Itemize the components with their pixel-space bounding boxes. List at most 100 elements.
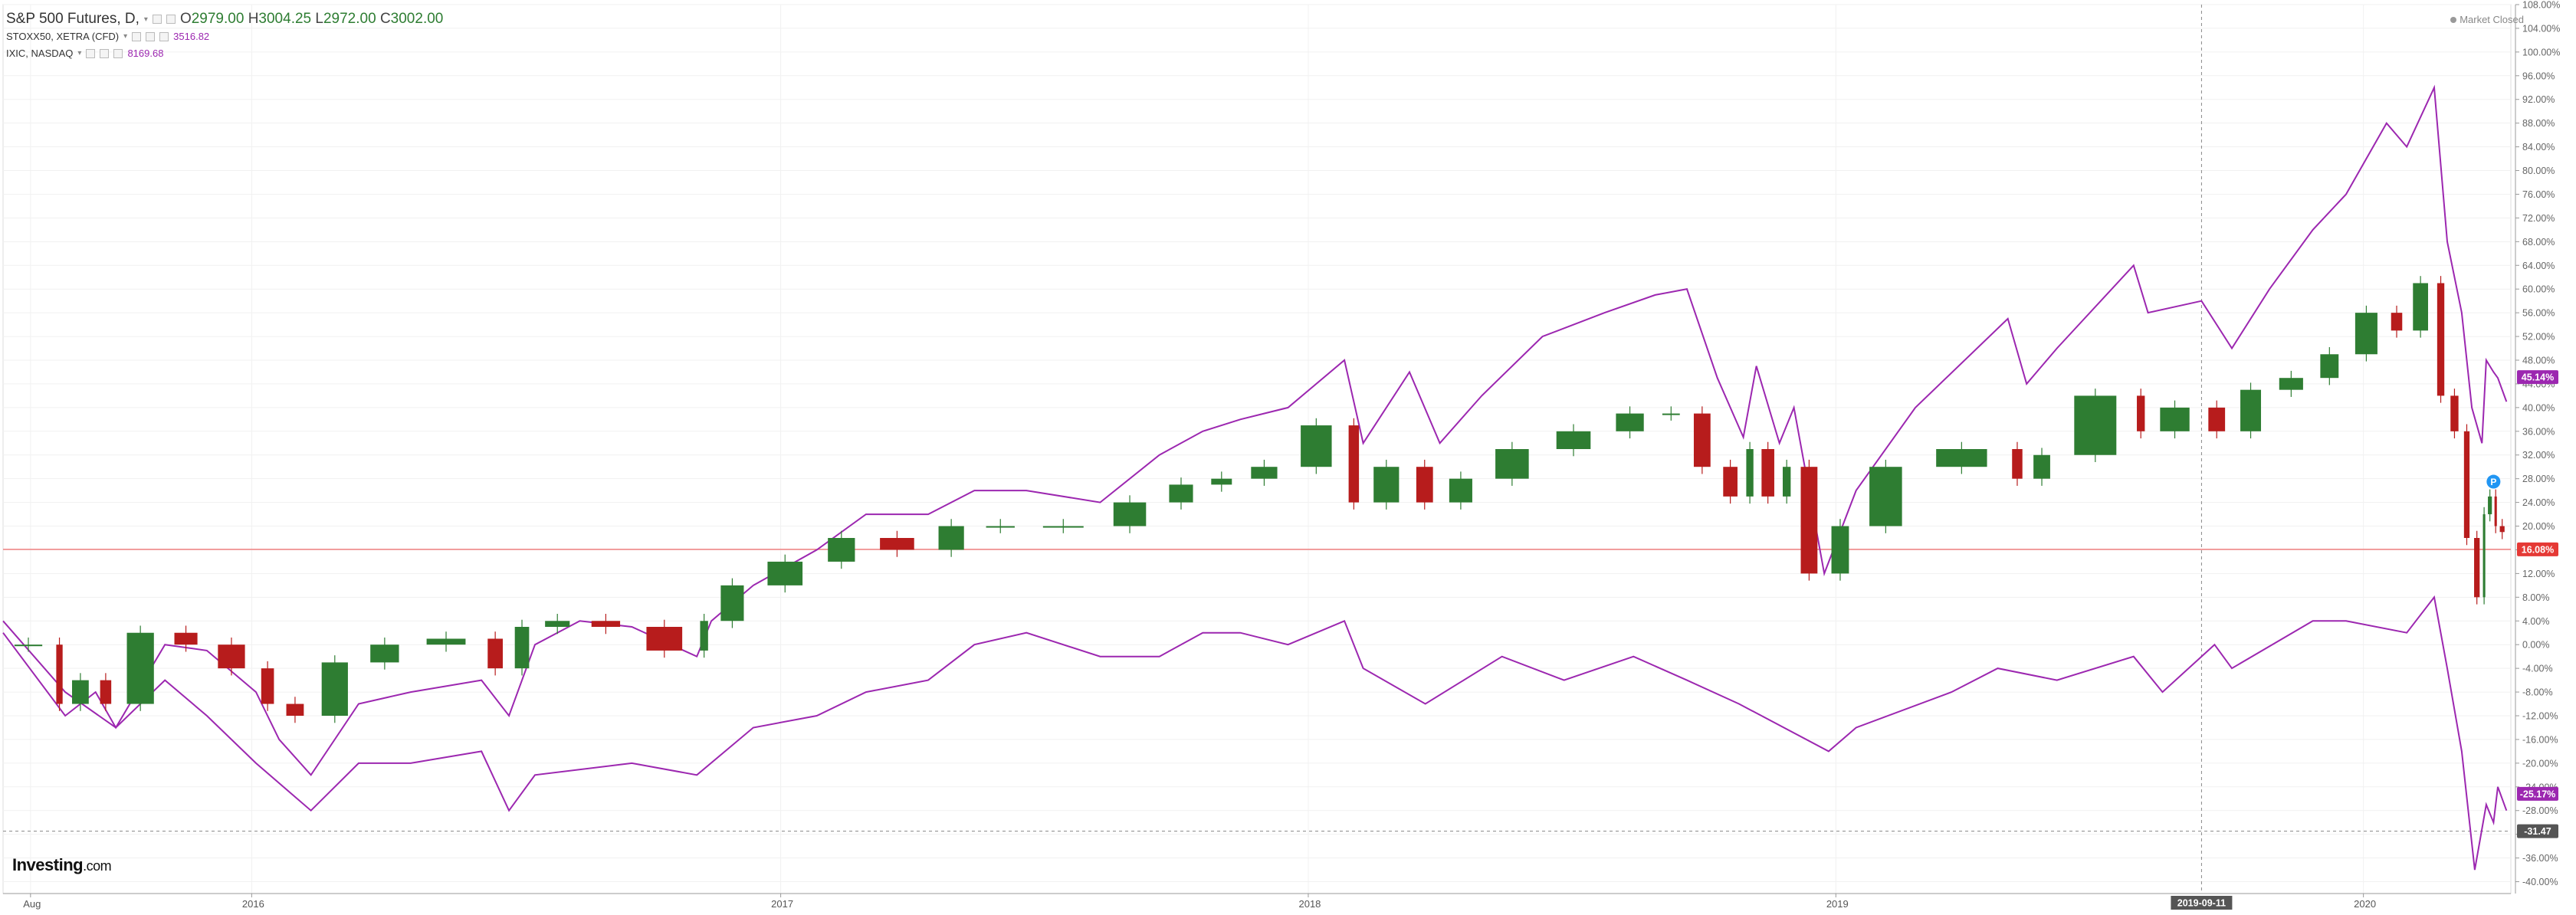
close-icon[interactable]	[113, 48, 123, 58]
hide-series-icon[interactable]	[100, 48, 110, 58]
y-tick-label: 104.00%	[2522, 23, 2560, 34]
candle-body-up	[828, 538, 855, 562]
candle-body-up	[720, 585, 744, 621]
y-tick-label: 28.00%	[2522, 474, 2555, 484]
candle-body-up	[2074, 395, 2117, 455]
y-tick-label: 64.00%	[2522, 261, 2555, 271]
main-symbol-chevron-down-icon[interactable]: ▾	[143, 15, 148, 24]
candle-body-down	[2499, 526, 2505, 533]
y-tick-label: 36.00%	[2522, 426, 2555, 437]
settings-icon[interactable]	[86, 48, 96, 58]
y-tick-label: -12.00%	[2522, 711, 2558, 722]
y-tick-label: 100.00%	[2522, 47, 2560, 57]
candle-body-down	[591, 621, 621, 627]
y-tick-label: 68.00%	[2522, 237, 2555, 248]
y-tick-label: 108.00%	[2522, 0, 2560, 11]
settings-icon[interactable]	[132, 31, 142, 41]
crosshair-x-badge-bg	[2171, 896, 2233, 910]
current-price-badge: 16.08%	[2522, 544, 2554, 555]
high-value: 3004.25	[258, 11, 312, 27]
series-line-stoxx50	[2, 595, 2508, 871]
y-tick-label: -40.00%	[2522, 877, 2558, 887]
candle-body-down	[218, 644, 245, 669]
candle-body-up	[14, 644, 43, 647]
current-price-badge-bg	[2517, 542, 2558, 556]
crosshair-y-badge-bg	[2517, 824, 2558, 838]
y-tick-label: 84.00%	[2522, 142, 2555, 152]
candle-body-down	[1348, 425, 1360, 503]
compare-symbol-name[interactable]: IXIC, NASDAQ	[6, 48, 74, 59]
candle-body-down	[2012, 449, 2023, 479]
candle-body-down	[174, 632, 198, 645]
compare-symbol-name[interactable]: STOXX50, XETRA (CFD)	[6, 31, 120, 42]
candle-body-up	[545, 621, 570, 627]
x-tick-label: 2017	[771, 898, 793, 910]
x-tick-label: Aug	[23, 898, 41, 910]
candle-body-up	[1113, 502, 1147, 526]
badges: 45.14% 16.08% -25.17% -31.47 2019-09-11 P	[2171, 370, 2558, 910]
candle-body-up	[1211, 478, 1232, 485]
candle-body-up	[2320, 354, 2339, 379]
x-tick-label: 2019	[1826, 898, 1849, 910]
candle-body-down	[646, 627, 683, 651]
main-symbol-name[interactable]: S&P 500 Futures, D,	[6, 11, 139, 27]
legend-compare-nasdaq[interactable]: IXIC, NASDAQ ▾ 8169.68	[6, 48, 163, 59]
candles-group	[14, 276, 2505, 723]
candle-body-down	[1800, 467, 1818, 574]
candle-body-up	[2488, 496, 2492, 515]
candle-body-up	[370, 644, 399, 663]
y-tick-label: 48.00%	[2522, 356, 2555, 366]
settings-icon[interactable]	[152, 15, 162, 24]
crosshair-x-badge: 2019-09-11	[2177, 898, 2226, 909]
candle-body-down	[880, 538, 914, 550]
y-tick-label: 96.00%	[2522, 71, 2555, 81]
y-tick-label: -16.00%	[2522, 734, 2558, 745]
low-value: 2972.00	[323, 11, 376, 27]
y-tick-label: 80.00%	[2522, 166, 2555, 176]
hide-series-icon[interactable]	[146, 31, 156, 41]
candle-body-up	[1495, 449, 1529, 479]
y-tick-label: 20.00%	[2522, 521, 2555, 532]
y-tick-label: 8.00%	[2522, 592, 2549, 603]
y-tick-label: 60.00%	[2522, 284, 2555, 295]
y-tick-label: 24.00%	[2522, 497, 2555, 508]
stoxx-last-value-badge: -25.17%	[2520, 789, 2556, 799]
y-tick-label: 0.00%	[2522, 640, 2549, 651]
candle-body-down	[1723, 467, 1738, 497]
candle-body-up	[938, 526, 964, 550]
candle-body-up	[700, 621, 708, 651]
hide-series-icon[interactable]	[166, 15, 176, 24]
candle-body-up	[1782, 467, 1791, 497]
nasdaq-last-value-badge: 45.14%	[2522, 372, 2554, 383]
y-tick-label: -4.00%	[2522, 664, 2553, 674]
candle-body-up	[2279, 378, 2303, 390]
candle-body-down	[2437, 283, 2445, 396]
close-icon[interactable]	[159, 31, 169, 41]
legend-compare-stoxx[interactable]: STOXX50, XETRA (CFD) ▾ 3516.82	[6, 31, 209, 42]
candle-body-up	[1616, 413, 1644, 431]
event-marker-icon	[2486, 474, 2501, 489]
candle-body-down	[2208, 407, 2226, 431]
legend-main[interactable]: S&P 500 Futures, D, ▾ O2979.00 H3004.25 …	[6, 11, 443, 28]
candle-body-up	[1556, 431, 1591, 449]
candle-body-up	[1869, 467, 1902, 526]
low-label: L	[315, 11, 323, 27]
close-value: 3002.00	[390, 11, 444, 27]
candle-body-down	[1761, 449, 1774, 497]
candle-body-up	[2354, 313, 2377, 355]
compare-chevron-down-icon[interactable]: ▾	[77, 49, 82, 57]
candle-body-down	[2463, 431, 2470, 538]
candle-body-up	[1746, 449, 1754, 497]
y-tick-label: 12.00%	[2522, 569, 2555, 579]
candle-body-up	[1373, 467, 1400, 503]
series-line-nasdaq	[2, 84, 2508, 776]
compare-value: 3516.82	[173, 31, 210, 42]
compare-chevron-down-icon[interactable]: ▾	[123, 32, 128, 41]
candle-body-up	[1251, 467, 1278, 479]
y-tick-label: -8.00%	[2522, 687, 2553, 698]
candle-body-up	[1936, 449, 1987, 467]
open-value: 2979.00	[191, 11, 244, 27]
y-tick-label: 92.00%	[2522, 94, 2555, 105]
